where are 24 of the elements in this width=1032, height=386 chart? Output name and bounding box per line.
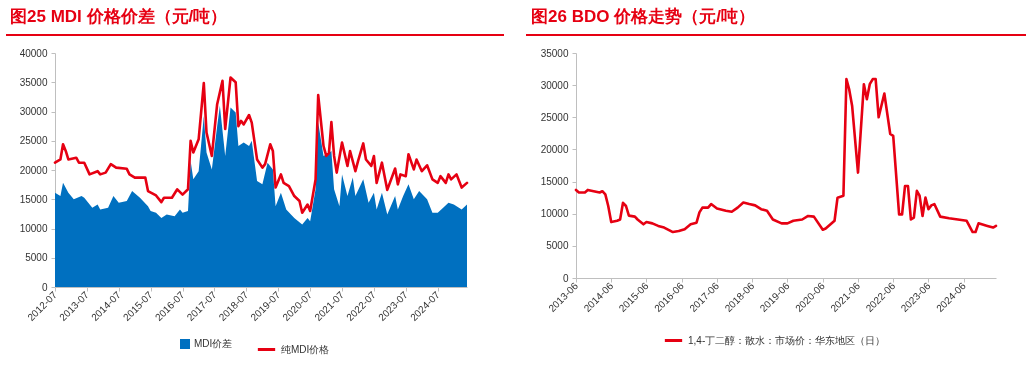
y-tick-label: 5000 <box>546 240 569 252</box>
y-tick-label: 35000 <box>540 47 569 59</box>
legend-label: 1,4-丁二醇：散水：市场价：华东地区（日） <box>688 334 886 346</box>
y-tick-label: 10000 <box>19 223 48 234</box>
y-tick-label: 20000 <box>540 143 569 155</box>
y-tick-label: 35000 <box>19 76 48 88</box>
legend-label: MDI价差 <box>194 338 233 349</box>
line-series <box>53 76 469 215</box>
y-tick-label: 25000 <box>19 135 48 147</box>
y-tick-label: 30000 <box>19 106 48 117</box>
y-tick-label: 15000 <box>19 193 48 205</box>
chart-title: 图26 BDO 价格走势（元/吨） <box>531 7 755 26</box>
y-tick-label: 0 <box>562 272 569 284</box>
chart-title: 图25 MDI 价格价差（元/吨） <box>10 7 228 26</box>
y-tick-label: 25000 <box>540 111 569 123</box>
y-tick-label: 30000 <box>540 79 569 91</box>
y-tick-label: 0 <box>41 281 48 293</box>
y-tick-label: 15000 <box>540 176 569 188</box>
y-tick-label: 5000 <box>25 252 48 264</box>
line-series <box>574 77 998 234</box>
y-tick-label: 10000 <box>540 208 569 220</box>
y-tick-label: 20000 <box>19 164 48 176</box>
legend-label: 纯MDI价格 <box>281 343 330 355</box>
y-tick-label: 40000 <box>19 47 48 59</box>
